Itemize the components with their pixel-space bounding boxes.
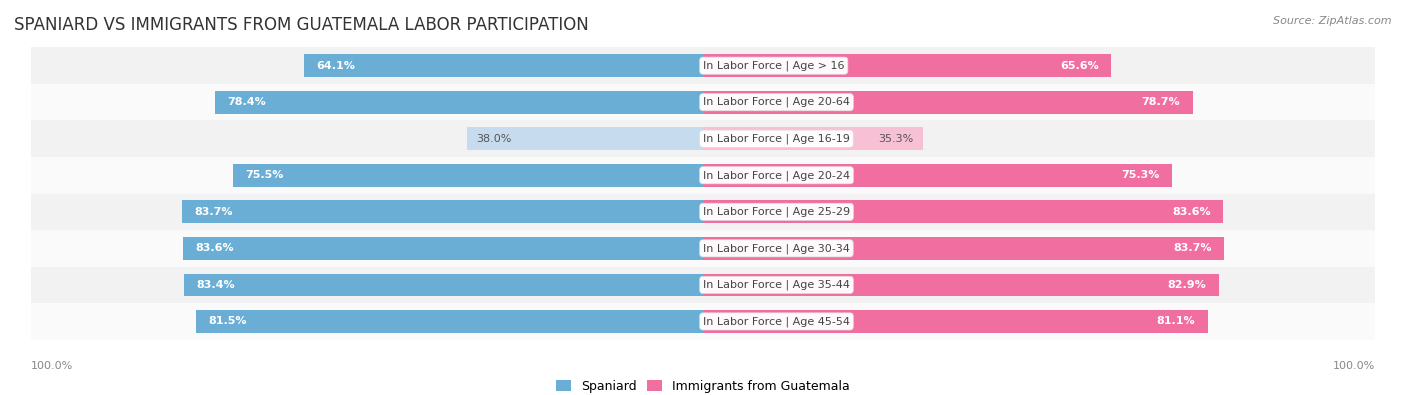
- Text: 83.6%: 83.6%: [195, 243, 233, 253]
- Bar: [703, 128, 922, 150]
- Bar: [304, 55, 703, 77]
- Text: In Labor Force | Age 20-64: In Labor Force | Age 20-64: [703, 97, 851, 107]
- Bar: [703, 201, 1223, 223]
- Bar: [31, 230, 1375, 267]
- Bar: [703, 55, 1111, 77]
- Bar: [31, 84, 1375, 120]
- Text: 83.7%: 83.7%: [194, 207, 233, 217]
- Bar: [195, 310, 703, 333]
- Text: 35.3%: 35.3%: [879, 134, 914, 144]
- Text: 75.3%: 75.3%: [1121, 170, 1159, 180]
- Text: In Labor Force | Age 45-54: In Labor Force | Age 45-54: [703, 316, 851, 327]
- Text: In Labor Force | Age 16-19: In Labor Force | Age 16-19: [703, 134, 849, 144]
- Bar: [31, 157, 1375, 194]
- Bar: [183, 201, 703, 223]
- Bar: [703, 237, 1223, 260]
- Text: 78.7%: 78.7%: [1142, 97, 1180, 107]
- Text: In Labor Force | Age 25-29: In Labor Force | Age 25-29: [703, 207, 851, 217]
- Bar: [467, 128, 703, 150]
- Text: 65.6%: 65.6%: [1060, 61, 1098, 71]
- Text: 83.6%: 83.6%: [1173, 207, 1211, 217]
- Bar: [31, 120, 1375, 157]
- Bar: [215, 91, 703, 113]
- Text: Source: ZipAtlas.com: Source: ZipAtlas.com: [1274, 16, 1392, 26]
- Text: In Labor Force | Age > 16: In Labor Force | Age > 16: [703, 60, 845, 71]
- Bar: [31, 303, 1375, 340]
- Text: 38.0%: 38.0%: [475, 134, 512, 144]
- Bar: [31, 267, 1375, 303]
- Text: 82.9%: 82.9%: [1167, 280, 1206, 290]
- Legend: Spaniard, Immigrants from Guatemala: Spaniard, Immigrants from Guatemala: [551, 375, 855, 395]
- Text: 81.1%: 81.1%: [1157, 316, 1195, 326]
- Text: In Labor Force | Age 20-24: In Labor Force | Age 20-24: [703, 170, 851, 181]
- Bar: [703, 164, 1171, 186]
- Bar: [703, 91, 1192, 113]
- Bar: [31, 194, 1375, 230]
- Text: 100.0%: 100.0%: [1333, 361, 1375, 371]
- Text: In Labor Force | Age 35-44: In Labor Force | Age 35-44: [703, 280, 851, 290]
- Bar: [703, 310, 1208, 333]
- Text: 78.4%: 78.4%: [228, 97, 266, 107]
- Text: 64.1%: 64.1%: [316, 61, 356, 71]
- Text: 83.7%: 83.7%: [1173, 243, 1212, 253]
- Text: 83.4%: 83.4%: [197, 280, 235, 290]
- Bar: [31, 47, 1375, 84]
- Bar: [184, 274, 703, 296]
- Text: 81.5%: 81.5%: [208, 316, 247, 326]
- Text: 75.5%: 75.5%: [246, 170, 284, 180]
- Text: In Labor Force | Age 30-34: In Labor Force | Age 30-34: [703, 243, 849, 254]
- Bar: [183, 237, 703, 260]
- Bar: [703, 274, 1219, 296]
- Text: SPANIARD VS IMMIGRANTS FROM GUATEMALA LABOR PARTICIPATION: SPANIARD VS IMMIGRANTS FROM GUATEMALA LA…: [14, 16, 589, 34]
- Text: 100.0%: 100.0%: [31, 361, 73, 371]
- Bar: [233, 164, 703, 186]
